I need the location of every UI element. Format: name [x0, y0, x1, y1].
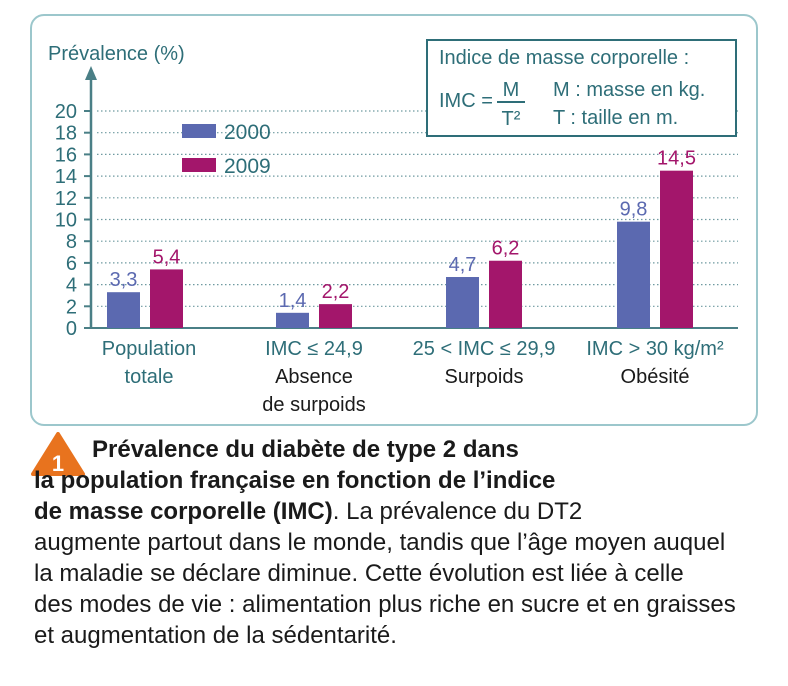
info-box-line-1: M : masse en kg.	[553, 79, 705, 101]
data-label: 4,7	[449, 254, 477, 276]
bar-2009-2	[489, 260, 522, 328]
bar-2000-3	[617, 221, 650, 328]
bar-2000-2	[446, 277, 479, 328]
data-label: 6,2	[492, 238, 520, 260]
caption-line-7: et augmentation de la sédentarité.	[34, 622, 397, 649]
legend-label: 2000	[224, 121, 271, 144]
data-label: 14,5	[657, 148, 696, 170]
data-label: 2,2	[322, 281, 350, 303]
info-box-numerator: M	[503, 79, 520, 101]
category-label: totale	[125, 366, 174, 388]
bars	[107, 170, 693, 328]
legend-swatch-2009	[182, 158, 216, 172]
category-label: IMC ≤ 24,9	[265, 338, 363, 360]
category-labels: Population totale IMC ≤ 24,9 Absence de surp…	[102, 338, 724, 416]
y-tick-label: 8	[66, 231, 77, 253]
caption-title-part-3: de masse corporelle (IMC)	[34, 498, 333, 525]
y-tick-label: 2	[66, 296, 77, 318]
data-label: 5,4	[153, 246, 181, 268]
caption-line-5: la maladie se déclare diminue. Cette évo…	[34, 560, 684, 587]
legend-swatch-2000	[182, 124, 216, 138]
caption-title-part-1: Prévalence du diabète de type 2 dans	[92, 436, 519, 463]
y-axis-arrow-icon	[85, 66, 97, 80]
caption-title-part-2: la population française en fonction de l…	[34, 467, 556, 494]
y-tick-label: 16	[55, 144, 77, 166]
y-tick-label: 20	[55, 101, 77, 123]
data-label: 1,4	[279, 290, 307, 312]
caption-line-2: la population française en fonction de l…	[34, 465, 555, 496]
legend-label: 2009	[224, 155, 271, 178]
y-axis-title: Prévalence (%)	[48, 43, 185, 65]
data-label: 3,3	[110, 269, 138, 291]
value-labels: 3,3 1,4 4,7 9,8 5,4 2,2 6,2 14,5	[110, 148, 696, 312]
category-label: Population	[102, 338, 197, 360]
caption-line-4: augmente partout dans le monde, tandis q…	[34, 529, 726, 556]
category-label: IMC > 30 kg/m²	[586, 338, 724, 360]
category-label: 25 < IMC ≤ 29,9	[413, 338, 556, 360]
y-tick-label: 4	[66, 275, 77, 297]
info-box-denominator: T²	[502, 108, 521, 130]
caption-line-6: des modes de vie : alimentation plus ric…	[34, 591, 736, 618]
legend: 2000 2009	[182, 121, 271, 178]
y-tick-label: 10	[55, 210, 77, 232]
category-label: de surpoids	[262, 394, 365, 416]
y-tick-label: 0	[66, 318, 77, 340]
caption-line-1: Prévalence du diabète de type 2 dans	[92, 434, 519, 465]
y-tick-label: 6	[66, 253, 77, 275]
bar-2009-0	[150, 269, 183, 328]
caption-text-part: . La prévalence du DT2	[332, 498, 583, 525]
grid-lines	[97, 110, 738, 307]
info-box: Indice de masse corporelle : IMC = M T² M : …	[426, 39, 737, 137]
bar-2009-1	[319, 304, 352, 328]
info-box-formula-lhs: IMC =	[439, 90, 493, 112]
category-label: Obésité	[621, 366, 690, 388]
data-label: 9,8	[620, 199, 648, 221]
info-box-title: Indice de masse corporelle :	[439, 47, 689, 69]
category-label: Surpoids	[445, 366, 524, 388]
y-tick-label: 18	[55, 123, 77, 145]
y-tick-label: 12	[55, 188, 77, 210]
caption-line-3: de masse corporelle (IMC). La prévalence…	[34, 496, 582, 527]
category-label: Absence	[275, 366, 353, 388]
bar-2000-1	[276, 312, 309, 328]
info-box-line-2: T : taille en m.	[553, 107, 678, 129]
badge-number: 1	[52, 451, 64, 476]
info-box-frame	[426, 39, 737, 137]
bar-2000-0	[107, 292, 140, 328]
bar-2009-3	[660, 170, 693, 328]
y-tick-label: 14	[55, 166, 77, 188]
number-badge-icon: 1	[31, 432, 85, 476]
